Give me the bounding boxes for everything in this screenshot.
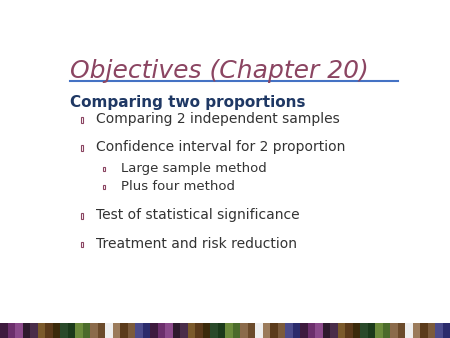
Bar <box>90 323 98 338</box>
FancyBboxPatch shape <box>81 213 83 219</box>
Bar <box>300 323 307 338</box>
Bar <box>143 323 150 338</box>
Bar <box>188 323 195 338</box>
Bar <box>53 323 60 338</box>
Text: Confidence interval for 2 proportion: Confidence interval for 2 proportion <box>96 140 346 154</box>
Bar <box>165 323 172 338</box>
Bar <box>390 323 397 338</box>
Bar <box>75 323 82 338</box>
Text: Objectives (Chapter 20): Objectives (Chapter 20) <box>70 59 369 83</box>
Text: Treatment and risk reduction: Treatment and risk reduction <box>96 237 297 250</box>
Bar <box>240 323 248 338</box>
Bar <box>217 323 225 338</box>
Bar <box>225 323 233 338</box>
Bar <box>368 323 375 338</box>
Bar <box>158 323 165 338</box>
Bar <box>270 323 278 338</box>
Bar <box>82 323 90 338</box>
FancyBboxPatch shape <box>81 117 83 123</box>
Bar <box>360 323 368 338</box>
Text: Comparing two proportions: Comparing two proportions <box>70 95 306 110</box>
Bar <box>420 323 428 338</box>
Bar <box>285 323 293 338</box>
Bar <box>8 323 15 338</box>
Bar <box>382 323 390 338</box>
Bar <box>135 323 143 338</box>
Text: Large sample method: Large sample method <box>121 162 266 175</box>
Bar <box>98 323 105 338</box>
Bar <box>248 323 255 338</box>
Bar <box>352 323 360 338</box>
Bar <box>428 323 435 338</box>
Text: Test of statistical significance: Test of statistical significance <box>96 208 300 222</box>
Bar <box>120 323 127 338</box>
Bar <box>307 323 315 338</box>
Bar <box>180 323 188 338</box>
Bar <box>262 323 270 338</box>
Bar <box>202 323 210 338</box>
Bar <box>338 323 345 338</box>
Bar <box>30 323 37 338</box>
Bar <box>323 323 330 338</box>
Text: Plus four method: Plus four method <box>121 180 235 193</box>
Bar <box>112 323 120 338</box>
Bar <box>195 323 202 338</box>
Bar <box>22 323 30 338</box>
Text: Comparing 2 independent samples: Comparing 2 independent samples <box>96 112 340 126</box>
Bar <box>330 323 338 338</box>
Bar <box>150 323 157 338</box>
Bar <box>397 323 405 338</box>
Bar <box>345 323 352 338</box>
Bar <box>435 323 442 338</box>
Bar <box>413 323 420 338</box>
Bar <box>15 323 22 338</box>
Bar <box>375 323 382 338</box>
Bar <box>172 323 180 338</box>
Bar <box>68 323 75 338</box>
Bar <box>405 323 413 338</box>
Bar <box>127 323 135 338</box>
FancyBboxPatch shape <box>104 167 105 171</box>
FancyBboxPatch shape <box>81 145 83 151</box>
Bar <box>442 323 450 338</box>
Bar <box>105 323 112 338</box>
Bar <box>210 323 217 338</box>
Bar <box>0 323 8 338</box>
Bar <box>45 323 53 338</box>
Bar <box>37 323 45 338</box>
Bar <box>278 323 285 338</box>
Bar <box>60 323 68 338</box>
Bar <box>292 323 300 338</box>
FancyBboxPatch shape <box>104 185 105 189</box>
Bar <box>315 323 323 338</box>
Bar <box>233 323 240 338</box>
FancyBboxPatch shape <box>81 242 83 247</box>
Bar <box>255 323 262 338</box>
